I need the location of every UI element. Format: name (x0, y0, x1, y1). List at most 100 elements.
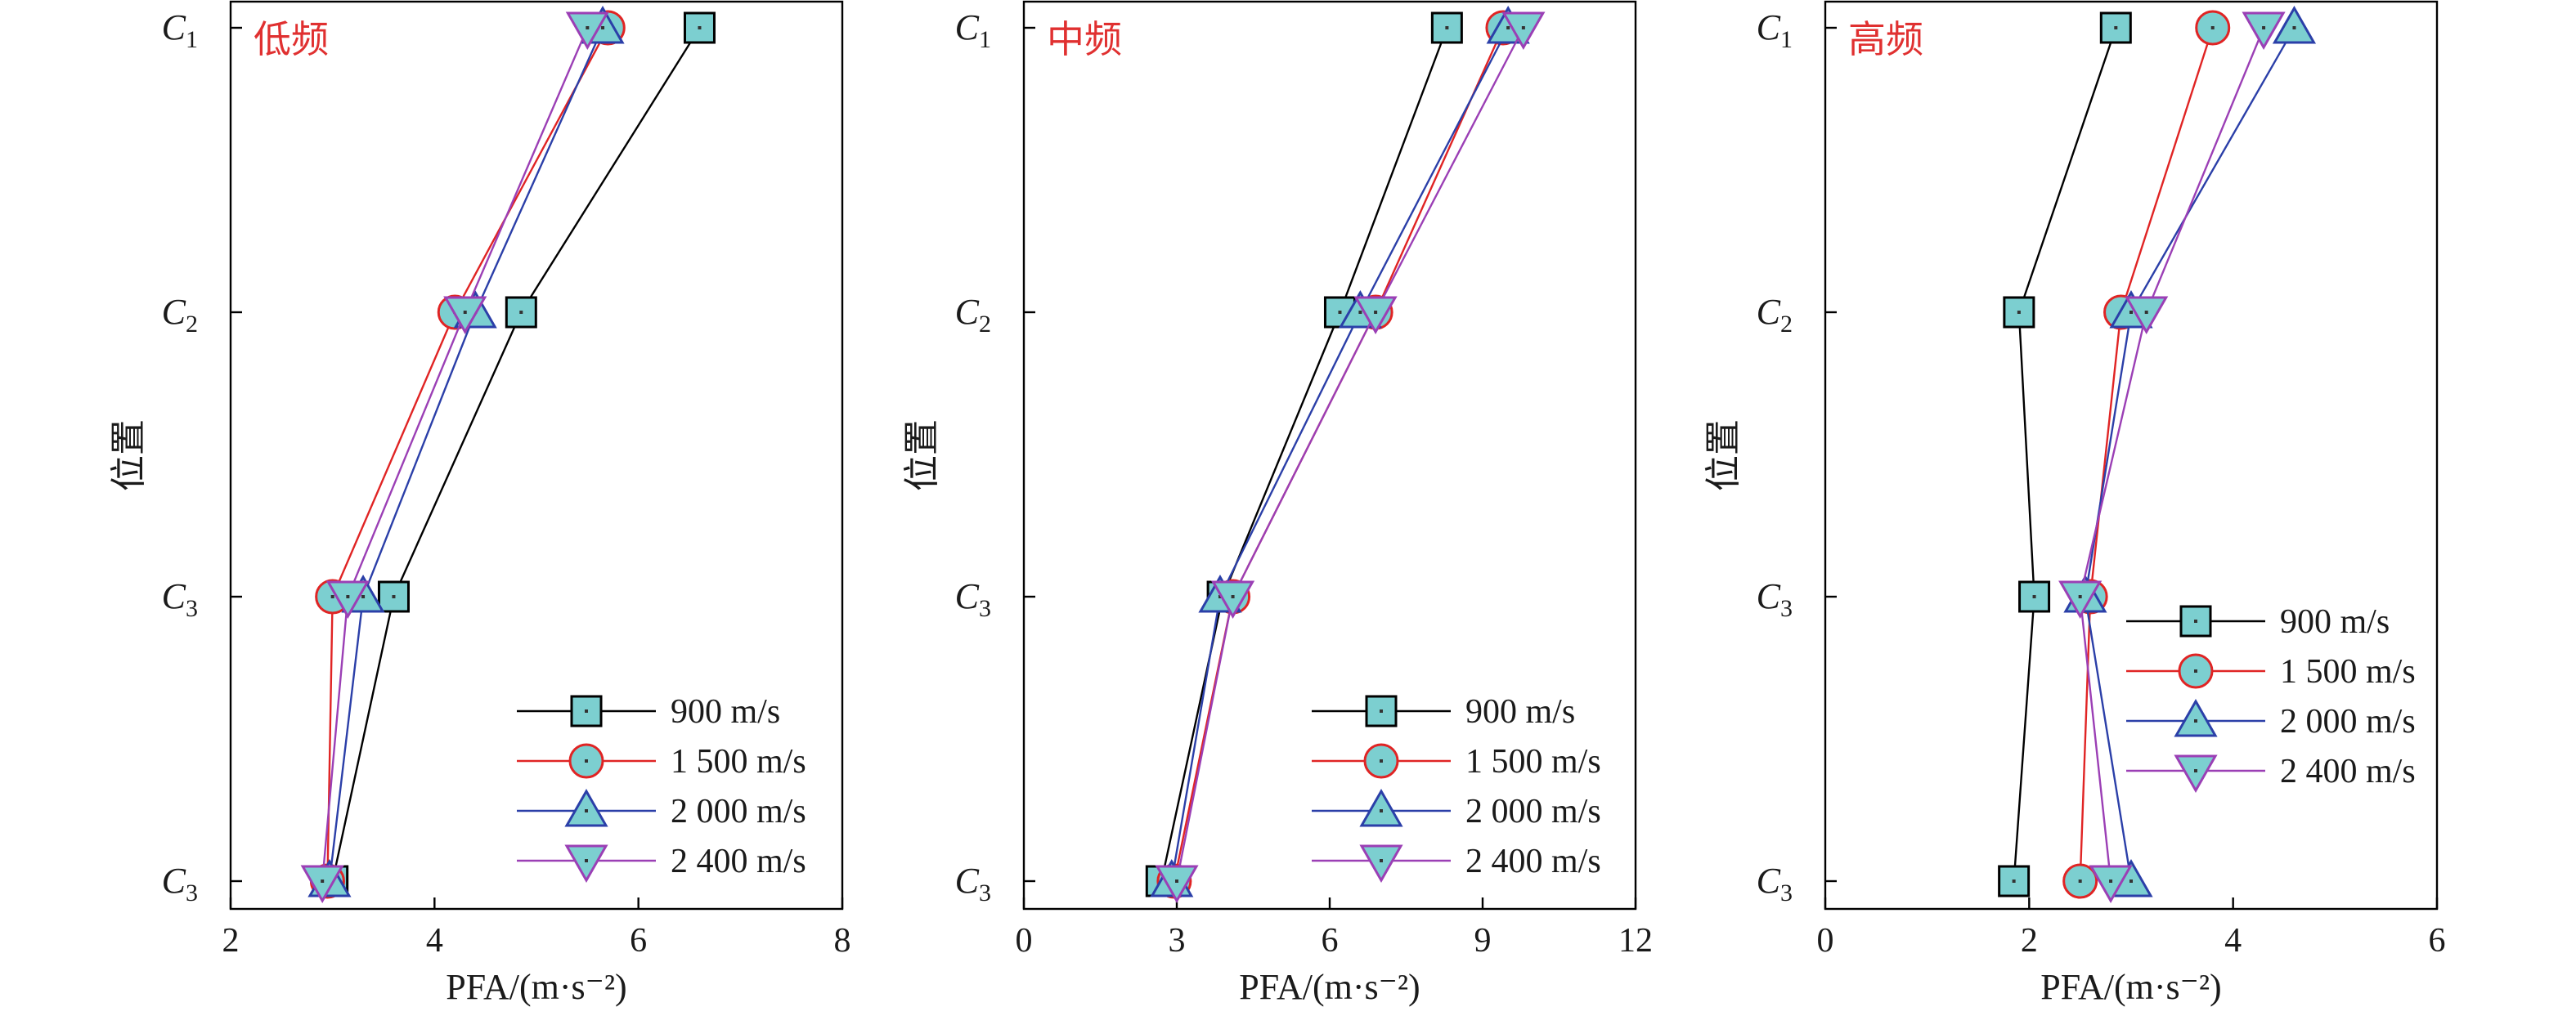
legend-label: 2 000 m/s (1465, 793, 1601, 830)
data-point-triangle-down-marker (2089, 865, 2133, 904)
legend-center-dot (585, 809, 588, 812)
x-tick-label: 2 (2021, 922, 2038, 960)
series-1 (1998, 11, 2132, 897)
legend-label: 900 m/s (1465, 693, 1575, 731)
data-point-center-dot (601, 26, 605, 29)
data-point-center-dot (2210, 26, 2215, 29)
data-point-center-dot (321, 879, 325, 883)
data-point-center-dot (2078, 595, 2082, 598)
data-point-center-dot (2292, 26, 2296, 29)
data-point-center-dot (1445, 26, 1449, 29)
data-point-triangle-down-marker (565, 11, 609, 51)
data-point-center-dot (463, 311, 467, 314)
plot-frame (1824, 0, 2439, 911)
data-point-triangle-down-marker (1353, 296, 1398, 335)
legend-triangle-up-marker (564, 788, 608, 827)
y-axis-title: 位置 (902, 419, 942, 491)
data-point-center-dot (330, 595, 334, 598)
series-4 (300, 11, 609, 904)
legend-triangle-down-marker (1359, 844, 1403, 884)
legend: 900 m/s 1 500 m/s 2 000 m/s 2 400 m/s (2126, 603, 2416, 794)
chart-panel-2: 0 3 6 9 12 C1 C2 C3 C3 PFA/(m·s⁻²) 位置 中频 900 m/s 1 50… (902, 0, 1653, 1007)
data-point-triangle-down-marker (1155, 865, 1199, 904)
legend-triangle-down-marker (564, 844, 608, 884)
legend-center-dot (585, 759, 588, 763)
x-tick-label: 8 (834, 922, 851, 960)
y-tick-label: C3 (955, 576, 991, 622)
x-tick-label: 0 (1817, 922, 1834, 960)
y-tick-label: C1 (1757, 7, 1793, 53)
y-tick-label: C2 (162, 292, 198, 338)
x-tick-label: 2 (222, 922, 240, 960)
legend-center-dot (1380, 809, 1383, 812)
series-line (2013, 27, 2117, 882)
data-point-center-dot (2129, 879, 2133, 883)
legend-center-dot (1380, 859, 1383, 862)
y-axis-title: 位置 (109, 419, 149, 491)
legend-center-dot (2194, 769, 2197, 772)
x-tick-label: 9 (1474, 922, 1492, 960)
y-tick-label: C2 (955, 292, 991, 338)
data-point-center-dot (1231, 595, 1235, 598)
legend-label: 1 500 m/s (2280, 653, 2416, 691)
y-tick-label: C3 (955, 861, 991, 906)
legend: 900 m/s 1 500 m/s 2 000 m/s 2 400 m/s (1312, 693, 1601, 884)
y-tick-label: C3 (162, 576, 198, 622)
data-point-triangle-down-marker (443, 296, 487, 335)
series-line (2079, 27, 2265, 882)
x-tick-label: 6 (630, 922, 647, 960)
data-point-center-dot (2114, 26, 2118, 29)
series-line (326, 27, 609, 882)
x-axis-title: PFA/(m·s⁻²) (446, 967, 626, 1007)
series-line (1160, 27, 1448, 882)
y-tick-label: C1 (955, 7, 991, 53)
x-tick-label: 4 (2224, 922, 2242, 960)
data-point-center-dot (519, 311, 523, 314)
x-tick-label: 4 (426, 922, 443, 960)
y-tick-label: C1 (162, 7, 198, 53)
data-point-triangle-up-marker (2272, 5, 2317, 44)
panel-title: 高频 (1848, 19, 1923, 60)
x-tick-label: 0 (1016, 922, 1033, 960)
y-tick-label: C3 (162, 861, 198, 906)
data-point-center-dot (1175, 879, 1178, 883)
legend-triangle-up-marker (2174, 698, 2218, 737)
series-line (321, 27, 589, 882)
legend-label: 900 m/s (2280, 603, 2390, 641)
series-4 (1155, 11, 1546, 904)
legend-center-dot (2194, 669, 2197, 673)
legend-square-marker (570, 695, 603, 727)
plot-frame (229, 0, 844, 911)
chart-panel-1: 2 4 6 8 C1 C2 C3 C3 PFA/(m·s⁻²) 位置 低频 900 m/s 1 500 … (109, 0, 851, 1007)
x-tick-label: 6 (2429, 922, 2446, 960)
data-point-center-dot (1218, 595, 1222, 598)
series-line (1173, 27, 1505, 882)
data-point-triangle-down-marker (2242, 11, 2286, 51)
y-tick-label: C3 (1757, 576, 1793, 622)
series-line (328, 27, 604, 882)
x-tick-label: 6 (1322, 922, 1339, 960)
legend-label: 1 500 m/s (671, 743, 806, 781)
y-tick-label: C2 (1757, 292, 1793, 338)
data-point-center-dot (346, 595, 350, 598)
data-point-center-dot (392, 595, 396, 598)
data-point-center-dot (1358, 311, 1362, 314)
series-line (2084, 27, 2296, 882)
data-point-center-dot (2144, 311, 2148, 314)
chart-panel-3: 0 2 4 6 C1 C2 C3 C3 PFA/(m·s⁻²) 位置 高频 900 m/s 1 500 … (1703, 0, 2446, 1007)
x-axis-title: PFA/(m·s⁻²) (1239, 967, 1420, 1007)
series-4 (2058, 11, 2286, 904)
panel-title: 中频 (1047, 19, 1122, 60)
x-tick-label: 3 (1169, 922, 1186, 960)
data-point-center-dot (1374, 311, 1378, 314)
legend-center-dot (585, 859, 588, 862)
data-point-triangle-down-marker (2125, 296, 2169, 335)
data-point-triangle-down-marker (2058, 580, 2103, 620)
data-point-center-dot (1521, 26, 1525, 29)
legend-label: 2 400 m/s (2280, 753, 2416, 790)
data-point-center-dot (2109, 879, 2113, 883)
legend: 900 m/s 1 500 m/s 2 000 m/s 2 400 m/s (517, 693, 806, 884)
data-point-center-dot (1506, 26, 1510, 29)
series-line (1170, 27, 1510, 882)
